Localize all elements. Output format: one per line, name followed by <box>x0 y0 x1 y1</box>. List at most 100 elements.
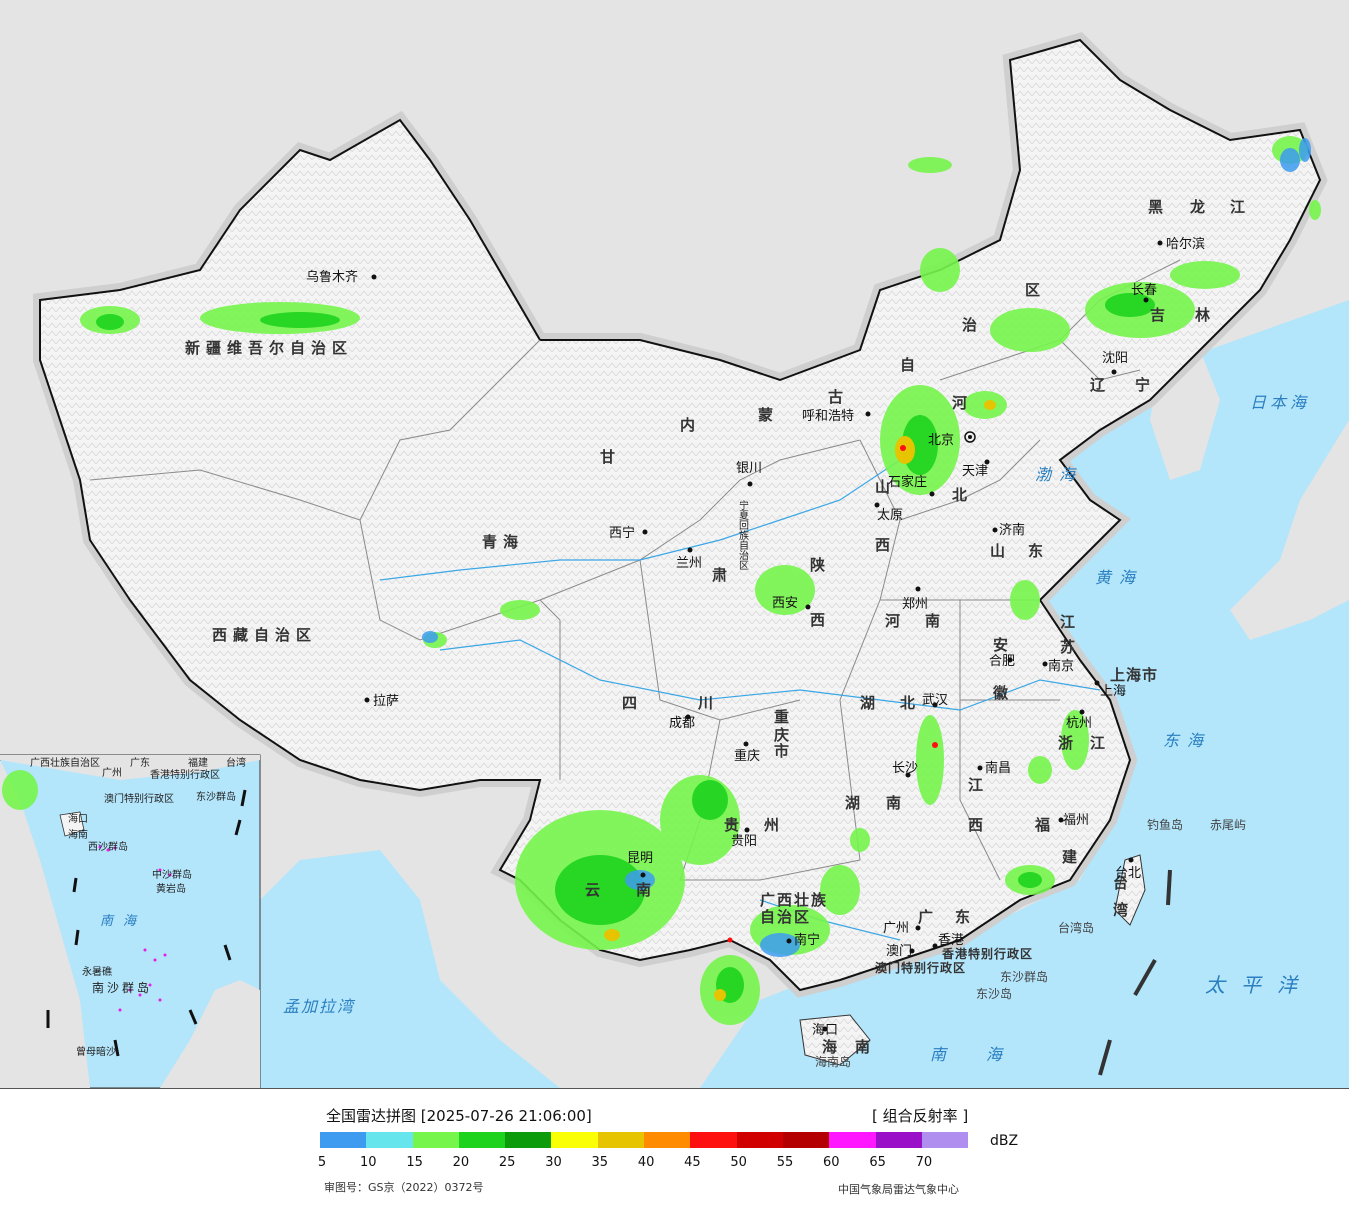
svg-text:西宁: 西宁 <box>609 525 635 541</box>
label-liao: 辽 <box>1090 376 1111 394</box>
label-south-sea: 南海 <box>930 1045 1042 1064</box>
city-taiyuan[interactable]: 太原 <box>874 502 904 524</box>
label-long: 龙 <box>1189 198 1211 216</box>
label-nan-hn: 南 <box>855 1038 876 1056</box>
city-wuhan[interactable]: 武汉 <box>922 693 948 708</box>
label-yun: 云 <box>585 881 606 899</box>
city-lhasa[interactable]: 拉萨 <box>364 694 400 709</box>
inset-south-china-sea[interactable]: 广西壮族自治区 广东 福建 台湾 广州 香港特别行政区 澳门特别行政区 东沙群岛… <box>0 754 261 1088</box>
label-xi-jx: 西 <box>968 816 989 834</box>
label-bohai: 渤海 <box>1035 465 1083 484</box>
city-tianjin[interactable]: 天津 <box>962 459 990 480</box>
svg-text:哈尔滨: 哈尔滨 <box>1166 236 1205 252</box>
city-shanghai[interactable]: 上海 <box>1094 680 1127 700</box>
svg-text:重庆: 重庆 <box>734 748 760 764</box>
inset-label-hainan: 海南 <box>68 828 88 841</box>
city-haikou[interactable]: 海口 <box>812 1023 838 1038</box>
city-shenyang[interactable]: 沈阳 <box>1102 351 1128 375</box>
radar-map[interactable]: 新疆维吾尔自治区 西藏自治区 青海 甘 肃 四 川 内 蒙 古 自 治 区 黑 … <box>0 0 1349 1089</box>
color-tick-label: 45 <box>684 1155 701 1170</box>
city-chengdu[interactable]: 成都 <box>669 714 695 732</box>
label-zhou: 州 <box>763 816 785 834</box>
color-swatch <box>782 1132 830 1148</box>
city-guiyang[interactable]: 贵阳 <box>731 827 757 850</box>
svg-text:兰州: 兰州 <box>676 556 702 571</box>
city-fuzhou[interactable]: 福州 <box>1058 813 1090 828</box>
inset-label-huangyan: 黄岩岛 <box>156 882 186 895</box>
svg-text:广州: 广州 <box>883 921 909 936</box>
city-changchun[interactable]: 长春 <box>1131 283 1157 303</box>
svg-text:海口: 海口 <box>812 1023 838 1038</box>
city-xining[interactable]: 西宁 <box>609 525 648 541</box>
label-lin: 林 <box>1195 306 1216 324</box>
label-pacific: 太平洋 <box>1205 973 1313 997</box>
city-kunming[interactable]: 昆明 <box>627 851 653 878</box>
inset-label-macao: 澳门特别行政区 <box>104 792 174 805</box>
svg-text:拉萨: 拉萨 <box>373 694 399 709</box>
color-swatch <box>644 1132 691 1148</box>
label-guang: 广 <box>918 908 939 926</box>
color-scale-ticks: 5 10 15 20 25 30 35 40 45 50 55 60 65 70 <box>318 1155 1020 1173</box>
taiwan-island <box>1114 854 1146 926</box>
svg-text:成都: 成都 <box>669 716 695 731</box>
color-swatch <box>921 1132 969 1148</box>
label-xi-shanxi: 西 <box>875 536 896 554</box>
svg-text:上海: 上海 <box>1100 684 1126 699</box>
color-tick-label: 65 <box>869 1155 886 1170</box>
city-hongkong[interactable]: 香港 <box>932 933 965 949</box>
svg-text:郑州: 郑州 <box>902 597 928 612</box>
svg-text:杭州: 杭州 <box>1066 716 1092 731</box>
city-taipei[interactable]: 台北 <box>1115 857 1141 882</box>
svg-text:南宁: 南宁 <box>794 932 820 948</box>
inset-label-taiwan: 台湾 <box>226 756 246 769</box>
color-tick-label: 15 <box>406 1155 423 1170</box>
city-nanning[interactable]: 南宁 <box>786 932 821 948</box>
color-tick-label: 60 <box>823 1155 840 1170</box>
svg-text:银川: 银川 <box>736 461 762 476</box>
svg-text:香港: 香港 <box>938 933 964 948</box>
label-bei: 北 <box>952 486 973 504</box>
city-hohhot[interactable]: 呼和浩特 <box>802 409 871 424</box>
city-urumqi[interactable]: 乌鲁木齐 <box>306 269 377 285</box>
color-tick-label: 25 <box>498 1155 516 1170</box>
city-beijing[interactable]: 北京 <box>928 431 976 448</box>
label-si: 四 <box>622 694 643 712</box>
label-tai: 台 <box>1113 874 1134 892</box>
bay-of-bengal <box>260 850 560 1088</box>
city-zhengzhou[interactable]: 郑州 <box>902 586 928 613</box>
label-guangxi-1: 广西壮族 <box>760 891 828 909</box>
color-tick-label: 55 <box>776 1155 794 1170</box>
city-chongqing[interactable]: 重庆 <box>734 741 760 765</box>
color-swatch <box>551 1132 598 1148</box>
color-swatch <box>458 1132 506 1148</box>
city-nanjing[interactable]: 南京 <box>1042 658 1075 674</box>
city-nanchang[interactable]: 南昌 <box>977 760 1012 776</box>
city-yinchuan[interactable]: 银川 <box>736 461 762 487</box>
city-hefei[interactable]: 合肥 <box>989 654 1015 669</box>
city-guangzhou[interactable]: 广州 <box>883 921 921 936</box>
color-swatch <box>366 1132 413 1148</box>
inset-label-haikou: 海口 <box>68 812 88 825</box>
color-tick-label: 35 <box>591 1155 609 1170</box>
city-changsha[interactable]: 长沙 <box>892 761 918 778</box>
label-dong-gd: 东 <box>955 908 976 926</box>
label-chiwei: 赤尾屿 <box>1210 818 1246 832</box>
label-macao: 澳门特别行政区 <box>875 960 966 975</box>
color-swatch <box>597 1132 645 1148</box>
inset-label-guangxi: 广西壮族自治区 <box>30 756 100 769</box>
color-scale-bar <box>320 1132 969 1148</box>
city-harbin[interactable]: 哈尔滨 <box>1157 236 1206 252</box>
city-jinan[interactable]: 济南 <box>992 522 1026 538</box>
label-shan: 山 <box>875 478 896 496</box>
svg-text:天津: 天津 <box>962 464 988 479</box>
label-xi-shaanxi: 西 <box>810 611 831 629</box>
label-zi: 自 <box>900 356 921 374</box>
city-shijiazhuang[interactable]: 石家庄 <box>888 474 935 497</box>
city-hangzhou[interactable]: 杭州 <box>1066 709 1092 732</box>
city-xian[interactable]: 西安 <box>772 596 811 611</box>
label-he-hebei: 河 <box>952 394 973 412</box>
city-macao[interactable]: 澳门 <box>886 943 915 959</box>
color-swatch <box>829 1132 876 1148</box>
label-nan-yn: 南 <box>636 881 657 899</box>
city-lanzhou[interactable]: 兰州 <box>676 547 702 572</box>
